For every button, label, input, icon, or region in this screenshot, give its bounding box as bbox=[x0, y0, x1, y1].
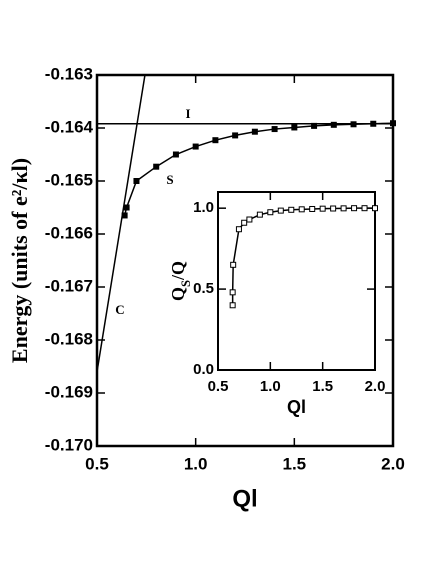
data-point bbox=[330, 205, 337, 212]
y-axis-label-part: Q bbox=[168, 287, 188, 301]
series-label: I bbox=[185, 106, 190, 121]
x-tick-label: 0.5 bbox=[85, 454, 109, 473]
y-tick-label: -0.164 bbox=[45, 117, 94, 136]
data-point bbox=[330, 121, 337, 128]
data-point bbox=[372, 205, 378, 212]
y-tick-label: 0.5 bbox=[193, 280, 214, 297]
y-tick-label: 0.0 bbox=[193, 361, 214, 378]
x-tick-label: 1.5 bbox=[283, 454, 307, 473]
y-tick-label: -0.167 bbox=[45, 276, 93, 295]
y-tick-label: -0.169 bbox=[45, 382, 93, 401]
y-tick-label: 1.0 bbox=[193, 199, 214, 216]
y-tick-label: -0.166 bbox=[45, 223, 93, 242]
x-tick-label: 1.5 bbox=[312, 378, 333, 395]
plot-frame bbox=[95, 73, 395, 448]
data-point bbox=[309, 205, 316, 212]
data-point bbox=[172, 151, 179, 158]
y-axis-label: Energy (units of e²/κl) bbox=[7, 158, 32, 363]
data-point bbox=[361, 205, 368, 212]
data-point bbox=[319, 205, 326, 212]
data-point bbox=[123, 204, 130, 211]
series-label: S bbox=[166, 172, 173, 187]
y-axis-label-part: /Q bbox=[168, 261, 188, 281]
y-tick-label: -0.170 bbox=[45, 435, 93, 454]
data-point bbox=[267, 209, 274, 216]
data-point bbox=[230, 261, 237, 268]
y-tick-label: -0.163 bbox=[45, 64, 93, 83]
data-point bbox=[229, 302, 236, 309]
x-tick-label: 2.0 bbox=[381, 454, 405, 473]
data-point bbox=[229, 289, 236, 296]
series-label: C bbox=[115, 302, 124, 317]
data-point bbox=[212, 137, 219, 144]
data-point bbox=[298, 206, 305, 213]
series-line bbox=[123, 122, 394, 216]
y-axis-label: QS/Q bbox=[168, 261, 193, 301]
data-point bbox=[246, 216, 253, 223]
data-point bbox=[277, 207, 284, 214]
x-tick-label: 2.0 bbox=[365, 378, 386, 395]
x-tick-label: 1.0 bbox=[184, 454, 208, 473]
data-point bbox=[192, 143, 199, 150]
x-tick-label: 0.5 bbox=[208, 378, 229, 395]
data-point bbox=[133, 178, 140, 184]
y-axis-label-part: S bbox=[179, 280, 193, 287]
data-point bbox=[232, 132, 239, 139]
data-point bbox=[340, 205, 347, 212]
series-line bbox=[96, 74, 146, 372]
plot-frame bbox=[217, 191, 376, 371]
data-point bbox=[271, 126, 278, 133]
data-point bbox=[153, 163, 160, 170]
data-point bbox=[291, 124, 298, 131]
inset-background bbox=[218, 192, 375, 370]
y-tick-label: -0.165 bbox=[45, 170, 93, 189]
x-axis-label: Ql bbox=[287, 397, 306, 417]
data-point bbox=[251, 128, 258, 135]
data-point bbox=[256, 211, 263, 218]
data-point bbox=[288, 206, 295, 213]
data-point bbox=[351, 205, 358, 212]
data-point bbox=[241, 219, 248, 226]
data-point bbox=[235, 226, 242, 233]
x-axis-label: Ql bbox=[232, 485, 257, 512]
y-tick-label: -0.168 bbox=[45, 329, 93, 348]
x-tick-label: 1.0 bbox=[260, 378, 281, 395]
